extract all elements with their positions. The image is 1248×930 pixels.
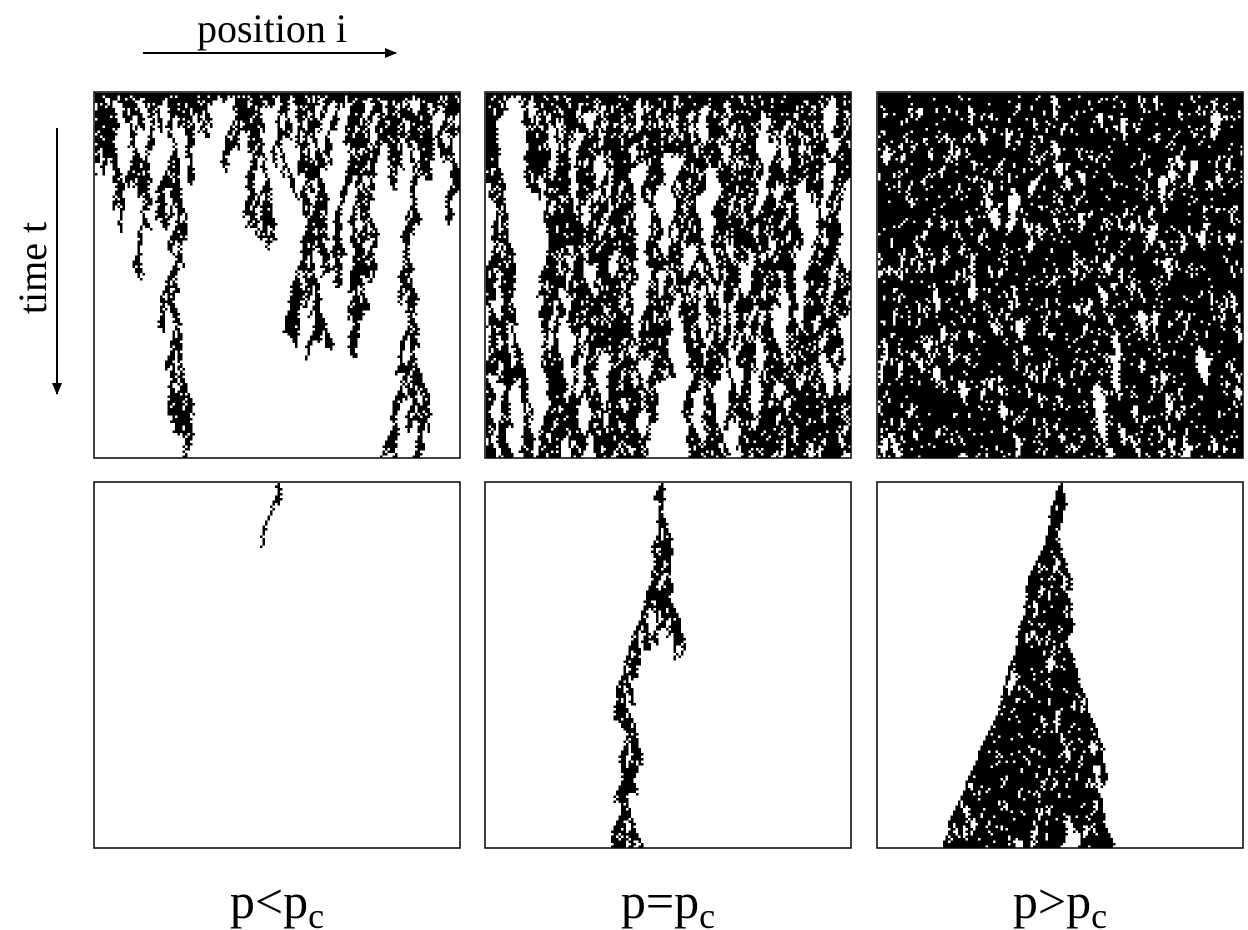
label-main: p>p xyxy=(1013,873,1091,929)
panel-frame xyxy=(876,91,1244,459)
column-label: p<pc xyxy=(230,873,324,930)
label-subscript: c xyxy=(308,896,324,930)
panel-frame xyxy=(876,481,1244,849)
label-subscript: c xyxy=(1091,896,1107,930)
label-main: p=p xyxy=(621,873,699,929)
panels xyxy=(93,91,1244,849)
cluster xyxy=(878,93,1243,458)
panel-frame xyxy=(484,91,852,459)
column-label: p=pc xyxy=(621,873,715,930)
x-axis-label: position i xyxy=(197,6,347,51)
cluster xyxy=(260,483,283,548)
y-axis-label: time t xyxy=(10,222,55,314)
panel-frame xyxy=(93,481,461,849)
panel-frame xyxy=(93,91,461,459)
label-subscript: c xyxy=(699,896,715,930)
cluster xyxy=(486,93,851,458)
panel-frame xyxy=(484,481,852,849)
column-labels: p<pc p=pc p>pc xyxy=(230,873,1107,930)
label-main: p<p xyxy=(230,873,308,929)
cluster xyxy=(943,483,1116,848)
column-label: p>pc xyxy=(1013,873,1107,930)
cluster xyxy=(95,93,460,458)
cluster xyxy=(611,483,686,848)
